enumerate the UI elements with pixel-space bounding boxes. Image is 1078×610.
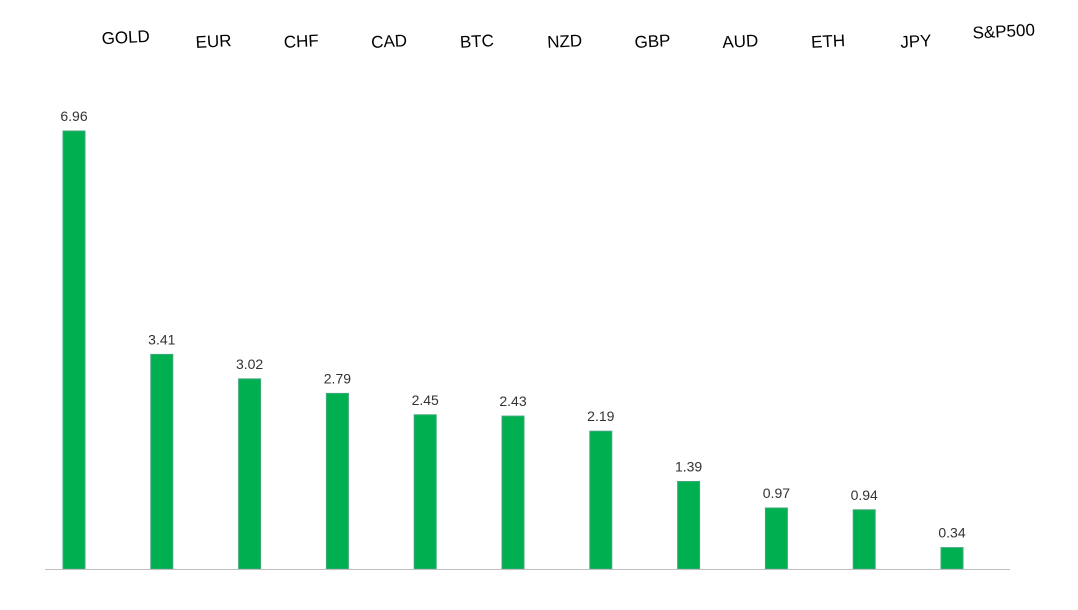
value-label-gbp: 2.19 — [587, 408, 614, 424]
bar-eth — [764, 507, 788, 570]
bar-sp500 — [940, 547, 964, 570]
bars — [62, 130, 964, 570]
category-label-eth: ETH — [811, 31, 846, 52]
category-label-nzd: NZD — [547, 31, 583, 52]
value-label-cad: 2.79 — [324, 370, 351, 386]
bar-nzd — [501, 415, 525, 570]
category-label-btc: BTC — [459, 31, 494, 52]
bar-eur — [150, 353, 174, 570]
category-label-cad: CAD — [371, 31, 408, 52]
bar-cad — [325, 392, 349, 570]
value-label-btc: 2.45 — [412, 392, 439, 408]
bar-btc — [413, 414, 437, 570]
bar-chf — [238, 378, 262, 570]
value-label-aud: 1.39 — [675, 459, 702, 475]
category-labels: GOLD EUR CHF CAD BTC NZD GBP AUD ETH JPY S&P500 — [101, 20, 1035, 52]
value-label-sp500: 0.34 — [938, 525, 965, 541]
value-label-gold: 6.96 — [60, 108, 87, 124]
bar-gold — [62, 130, 86, 570]
category-label-gbp: GBP — [634, 31, 671, 52]
value-label-eur: 3.41 — [148, 331, 175, 347]
value-labels: 6.96 3.41 3.02 2.79 2.45 2.43 2.19 1.39 0.97 0.94… — [60, 108, 965, 541]
category-label-gold: GOLD — [101, 27, 150, 48]
category-label-aud: AUD — [722, 31, 759, 52]
category-label-eur: EUR — [195, 31, 232, 52]
value-label-jpy: 0.94 — [851, 487, 878, 503]
bar-gbp — [589, 430, 613, 570]
value-label-eth: 0.97 — [763, 485, 790, 501]
bar-jpy — [852, 509, 876, 570]
value-label-chf: 3.02 — [236, 356, 263, 372]
category-label-sp500: S&P500 — [972, 20, 1035, 42]
bar-aud — [677, 481, 701, 570]
category-label-jpy: JPY — [900, 31, 932, 52]
category-label-chf: CHF — [283, 31, 319, 52]
value-label-nzd: 2.43 — [499, 393, 526, 409]
